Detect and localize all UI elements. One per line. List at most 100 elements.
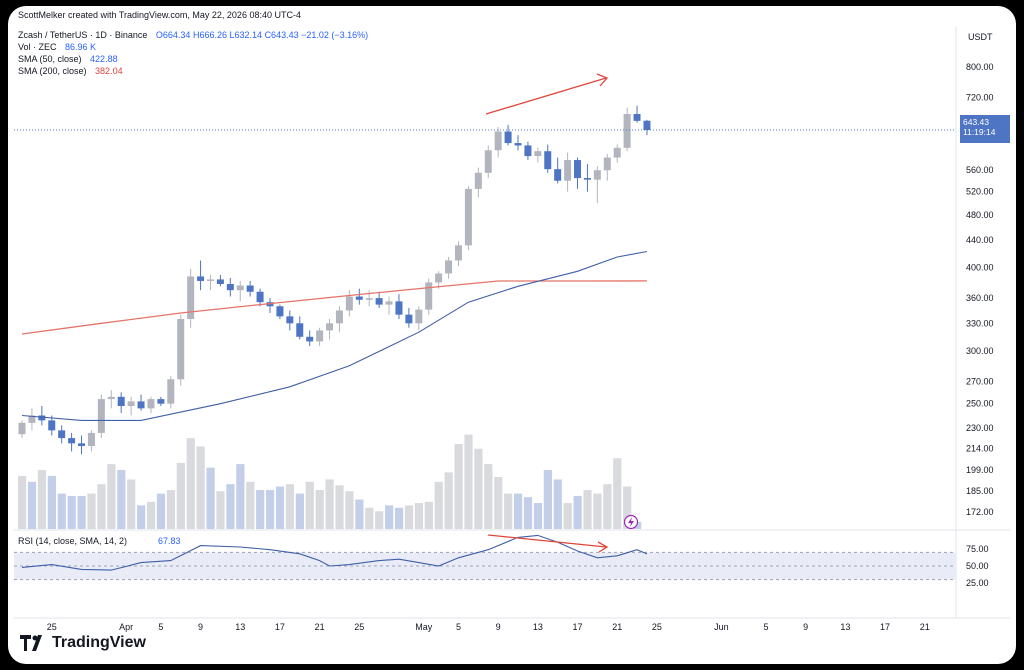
volume-bar	[424, 501, 433, 529]
candles	[18, 105, 651, 455]
time-tick-label: 25	[652, 622, 662, 632]
volume-bar	[345, 491, 354, 529]
chart-window: ScottMelker created with TradingView.com…	[8, 6, 1016, 664]
time-tick-label: 13	[235, 622, 245, 632]
candle-body	[623, 113, 631, 148]
volume-bar	[315, 490, 324, 529]
volume-bar	[266, 490, 275, 529]
candle-body	[216, 279, 224, 284]
volume-bar	[97, 484, 106, 529]
volume-label[interactable]: Vol · ZEC	[18, 42, 57, 52]
symbol-legend: Zcash / TetherUS · 1D · Binance O664.34 …	[18, 30, 368, 40]
volume-bar	[156, 493, 166, 529]
price-tick-label: 185.00	[966, 486, 994, 496]
candle-body	[97, 399, 105, 433]
candle-body	[157, 399, 165, 404]
volume-bar	[573, 495, 582, 529]
candle-body	[633, 113, 641, 121]
volume-bar	[285, 484, 295, 529]
candle-body	[58, 430, 66, 439]
candle-body	[167, 379, 175, 404]
price-tick-label: 300.00	[966, 346, 994, 356]
volume-bar	[365, 507, 374, 529]
time-tick-label: 17	[880, 622, 890, 632]
volume-bar	[67, 495, 76, 529]
volume-value: 86.96 K	[65, 42, 97, 52]
volume-bar	[533, 503, 543, 529]
candle-body	[454, 245, 462, 261]
axes: 800.00720.00670.00560.00520.00480.00440.…	[47, 62, 994, 632]
volume-bar	[57, 493, 66, 529]
time-tick-label: 9	[496, 622, 501, 632]
candle-body	[177, 318, 185, 380]
sma50-legend: SMA (50, close) 422.88	[18, 54, 118, 64]
volume-bar	[18, 475, 27, 529]
volume-bar	[166, 490, 175, 529]
price-tick-label: 520.00	[966, 187, 994, 197]
price-tick-label: 172.00	[966, 507, 994, 517]
candle-body	[256, 291, 264, 303]
candle-body	[593, 170, 601, 180]
candle-body	[187, 276, 195, 319]
candle-body	[484, 150, 492, 173]
candle-body	[326, 323, 334, 331]
candle-body	[48, 420, 56, 431]
volume-bar	[414, 503, 423, 529]
candle-body	[583, 178, 591, 180]
alert-bolt-glyph	[628, 517, 634, 527]
volume-bar	[137, 505, 146, 529]
candle-body	[365, 298, 373, 300]
candle-body	[306, 336, 314, 342]
divergence-arrow-price	[485, 77, 607, 115]
price-tick-label: 720.00	[966, 92, 994, 102]
sma200-legend: SMA (200, close) 382.04	[18, 66, 123, 76]
volume-bar	[434, 481, 443, 529]
candle-body	[613, 147, 621, 158]
price-tick-label: 250.00	[966, 399, 994, 409]
time-tick-label: 17	[573, 622, 583, 632]
candle-body	[514, 143, 522, 146]
volume-legend: Vol · ZEC 86.96 K	[18, 42, 96, 52]
volume-bar	[454, 444, 463, 529]
volume-bar	[623, 486, 632, 529]
time-tick-label: 5	[456, 622, 461, 632]
sma200-value: 382.04	[95, 66, 123, 76]
last-price-value: 643.43	[963, 117, 989, 127]
time-tick-label: 9	[803, 622, 808, 632]
volume-bar	[117, 470, 126, 529]
sma200-label[interactable]: SMA (200, close)	[18, 66, 87, 76]
candle-body	[206, 279, 214, 281]
time-tick-label: 13	[533, 622, 543, 632]
candle-body	[18, 422, 26, 435]
volume-bar	[394, 507, 404, 529]
brand-name: TradingView	[52, 634, 146, 651]
price-chart[interactable]: RSI (14, close, SMA, 14, 2) 67.83 800.00 7…	[8, 6, 1016, 664]
ohlc-open: O664.34	[155, 30, 191, 40]
candle-body	[107, 396, 115, 400]
candle-body	[375, 298, 383, 305]
candle-body	[296, 323, 304, 337]
volume-bar	[47, 475, 56, 529]
rsi-tick-label: 25.00	[966, 578, 989, 588]
sma200-line	[21, 280, 648, 335]
price-tick-label: 230.00	[966, 423, 994, 433]
candle-body	[137, 401, 145, 409]
candle-body	[355, 296, 363, 300]
volume-bar	[206, 467, 215, 529]
symbol-name[interactable]: Zcash / TetherUS · 1D · Binance	[18, 30, 148, 40]
time-tick-label: 13	[840, 622, 850, 632]
candle-body	[197, 276, 205, 281]
candle-body	[316, 330, 324, 342]
moving-averages	[14, 129, 956, 421]
candle-body	[117, 396, 125, 407]
candle-body	[335, 310, 343, 324]
time-tick-label: Apr	[119, 622, 133, 632]
volume-bar	[553, 479, 562, 529]
volume-bar	[77, 495, 86, 529]
sma50-label[interactable]: SMA (50, close)	[18, 54, 82, 64]
divergence-arrow-rsi	[487, 534, 607, 548]
volume-bar	[613, 458, 622, 529]
price-tick-label: 360.00	[966, 293, 994, 303]
candle-body	[345, 296, 353, 311]
volume-bar	[385, 505, 394, 529]
